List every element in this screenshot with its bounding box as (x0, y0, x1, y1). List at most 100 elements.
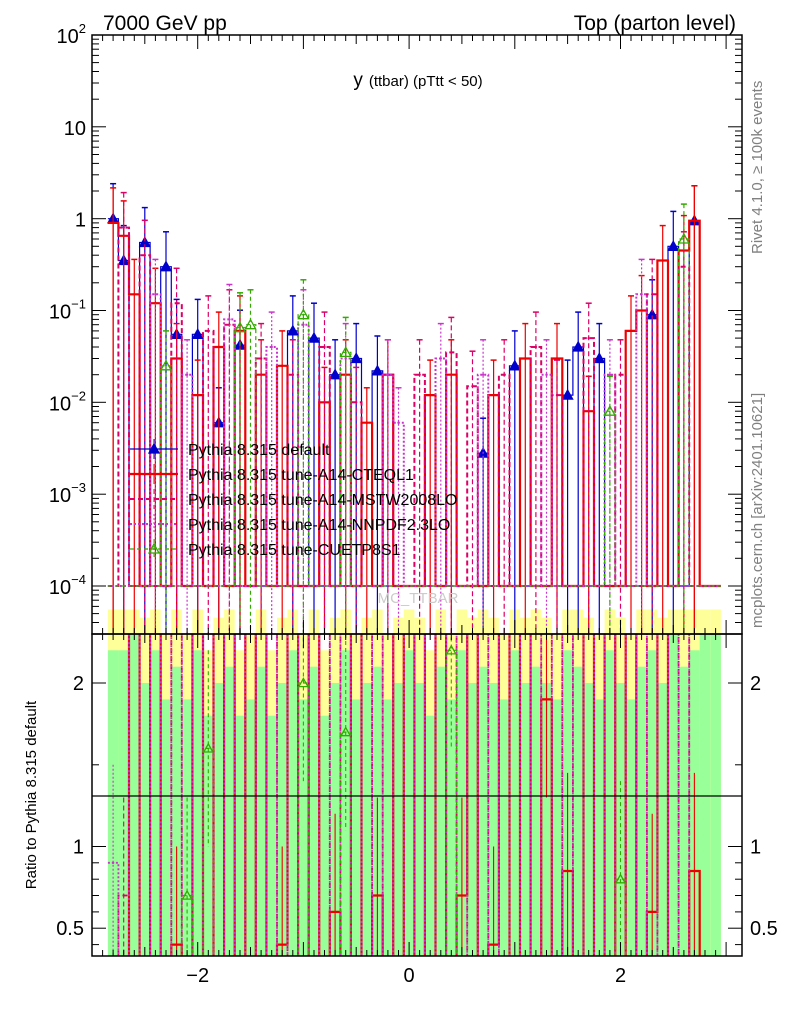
ratio-band-inner (530, 666, 542, 956)
ratio-band-inner (287, 650, 299, 956)
ratio-band-inner (319, 715, 330, 956)
legend-label: Pythia 8.315 tune-A14-MSTW2008LO (188, 492, 457, 509)
ratio-band-inner (498, 699, 510, 956)
data-point (418, 373, 421, 376)
ratio-tick-label-right: 2 (750, 673, 761, 695)
data-point (693, 219, 696, 222)
ratio-band-inner (488, 683, 499, 956)
ratio-band-inner (277, 683, 288, 956)
x-tick-label: −2 (186, 965, 209, 987)
ratio-band-inner (636, 666, 647, 956)
ratio-point (460, 894, 464, 897)
ratio-point (651, 910, 654, 914)
ratio-band-inner (298, 699, 309, 956)
data-point (471, 385, 474, 388)
ratio-series-2 (107, 634, 691, 956)
data-point (534, 345, 538, 349)
ratio-band-inner (477, 666, 489, 956)
data-point (159, 359, 173, 371)
y-tick-exp: −3 (71, 480, 86, 495)
legend-marker (147, 442, 161, 454)
y-tick-label: 10−2 (49, 388, 86, 415)
ratio-band-inner (657, 683, 668, 956)
ratio-band-inner (160, 699, 172, 956)
data-point (159, 260, 173, 272)
data-point (503, 373, 506, 376)
legend-label: Pythia 8.315 tune-CUETP8S1 (188, 542, 401, 559)
ratio-band-inner (583, 683, 595, 956)
ratio-line (181, 649, 627, 956)
data-point (555, 357, 559, 360)
ratio-band-inner (224, 666, 235, 956)
y-tick-exp: −2 (71, 388, 86, 403)
ratio-band-inner (509, 650, 521, 956)
ratio-band-inner (467, 683, 478, 956)
data-point (561, 388, 574, 400)
y-tick-exp: −4 (71, 572, 86, 587)
ratio-band-inner (604, 650, 616, 956)
legend: Pythia 8.315 default Pythia 8.315 tune-A1… (130, 439, 457, 559)
ratio-band-inner (646, 650, 658, 956)
plot-title: y (ttbar) (pTtt < 50) (353, 70, 482, 91)
ratio-band-inner (266, 715, 277, 956)
data-point (133, 293, 136, 296)
data-point (608, 373, 612, 376)
ratio-band-inner (382, 699, 394, 956)
data-point (297, 308, 310, 320)
ratio-tick-label-right: 1 (750, 837, 761, 859)
ratio-y-axis-label: Ratio to Pythia 8.315 default (23, 700, 40, 889)
ratio-band-inner (699, 634, 711, 956)
ratio-band-inner (678, 666, 690, 956)
legend-label: Pythia 8.315 default (188, 442, 330, 459)
data-point (122, 226, 125, 229)
ratio-band-inner (107, 650, 119, 956)
data-point (587, 336, 590, 340)
ratio-point (281, 943, 284, 946)
ratio-point (297, 677, 310, 688)
series-2 (107, 191, 721, 634)
data-point (439, 357, 442, 360)
ratio-band-inner (541, 683, 552, 956)
ratio-band-inner (551, 699, 563, 956)
data-point (270, 345, 273, 349)
ratio-band-inner (213, 683, 225, 956)
data-point (667, 239, 680, 251)
data-point (629, 329, 633, 333)
ratio-point (122, 894, 125, 897)
y-tick-exp: 2 (79, 21, 86, 36)
ratio-tick-label-right: 0.5 (750, 918, 778, 940)
data-point (603, 404, 617, 416)
ratio-band-inner (625, 699, 637, 956)
ratio-band-inner (403, 650, 415, 956)
data-point (677, 232, 691, 244)
ratio-point (376, 894, 379, 897)
watermark-label: MC_TTBAR (378, 590, 459, 607)
data-point (233, 321, 247, 333)
data-point (651, 293, 654, 296)
ratio-point (333, 910, 337, 914)
ratio-tick-label-left: 1 (73, 837, 84, 859)
ratio-band-inner (594, 699, 605, 956)
mcplots-label: mcplots.cern.ch [arXiv:2401.10621] (749, 393, 766, 628)
series-line (107, 226, 721, 587)
ratio-band-inner (245, 699, 256, 956)
ratio-point (445, 644, 457, 655)
data-point (545, 373, 548, 376)
data-point (508, 359, 521, 371)
ratio-band-inner (234, 715, 246, 956)
data-point (217, 345, 220, 349)
ratio-band-inner (192, 650, 203, 956)
ratio-band-inner (308, 666, 320, 956)
x-tick-label: 2 (615, 965, 626, 987)
y-tick-base: 10 (49, 302, 71, 324)
data-point (555, 393, 559, 397)
legend-label: Pythia 8.315 tune-A14-NNPDF2.3LO (188, 517, 450, 534)
data-point (259, 357, 263, 360)
ratio-point (175, 943, 178, 946)
data-point (286, 324, 299, 336)
data-point (339, 346, 352, 358)
data-point (228, 318, 231, 321)
